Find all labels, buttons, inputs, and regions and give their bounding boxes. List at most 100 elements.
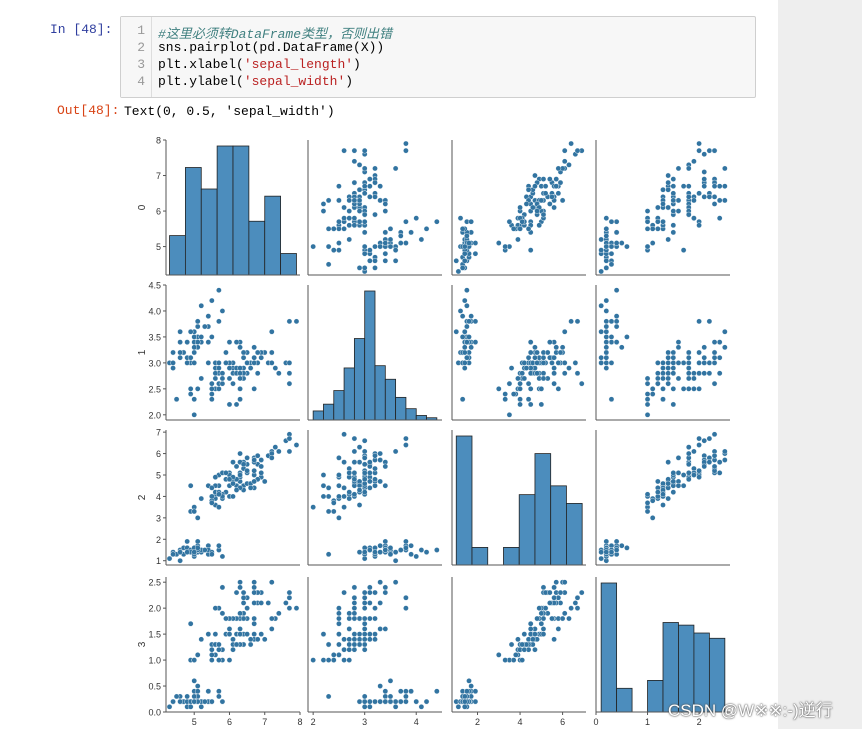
scatter-point <box>320 657 327 663</box>
scatter-point <box>251 615 257 622</box>
y-tick-label: 3 <box>156 513 161 523</box>
code-line: plt.xlabel('sepal_length') <box>158 57 361 72</box>
scatter-point <box>367 459 373 465</box>
scatter-point <box>701 169 708 175</box>
code-string: 'sepal_length' <box>243 57 354 72</box>
scatter-point <box>574 147 581 154</box>
scatter-point <box>351 584 358 591</box>
histogram-bar <box>200 188 218 276</box>
scatter-point <box>219 375 226 382</box>
scatter-point <box>685 354 692 361</box>
scatter-point <box>336 482 342 489</box>
x-tick-label: 0 <box>593 717 598 727</box>
scatter-point <box>330 226 337 232</box>
scatter-point <box>377 243 383 250</box>
scatter-point <box>254 349 261 356</box>
scatter-point <box>403 688 409 695</box>
scatter-point <box>540 615 547 622</box>
scatter-point <box>660 502 666 508</box>
scatter-point <box>356 162 363 168</box>
scatter-point <box>649 391 656 397</box>
scatter-point <box>461 365 468 371</box>
scatter-point <box>670 360 677 366</box>
scatter-point <box>310 243 316 250</box>
scatter-point <box>517 396 523 403</box>
scatter-point <box>194 386 201 392</box>
scatter-point <box>226 339 233 345</box>
x-tick-label: 4 <box>414 717 419 727</box>
scatter-point <box>392 704 399 710</box>
scatter-point <box>310 504 316 510</box>
scatter-point <box>711 354 718 361</box>
scatter-point <box>351 158 358 165</box>
scatter-point <box>572 600 579 606</box>
scatter-point <box>598 354 604 361</box>
scatter-point <box>540 626 547 632</box>
scatter-point <box>247 485 254 491</box>
scatter-point <box>351 435 358 442</box>
scatter-point <box>367 589 373 596</box>
scatter-point <box>351 448 358 455</box>
scatter-point <box>685 183 692 189</box>
scatter-point <box>268 579 275 585</box>
scatter-point <box>644 208 651 214</box>
scatter-point <box>502 391 508 397</box>
scatter-point <box>336 218 342 225</box>
scatter-point <box>361 636 368 643</box>
code-editor[interactable]: 1 2 3 4 #这里必须转DataFrame类型，否则出错 sns.pairplot(… <box>120 16 756 98</box>
scatter-point <box>540 370 547 377</box>
scatter-point <box>258 463 265 470</box>
scatter-point <box>691 375 697 382</box>
scatter-point <box>191 693 198 700</box>
scatter-point <box>461 349 468 356</box>
histogram-bar <box>566 503 583 566</box>
code-line: #这里必须转DataFrame类型，否则出错 <box>158 23 392 42</box>
scatter-point <box>177 549 183 555</box>
scatter-point <box>356 641 363 648</box>
scatter-point <box>408 551 414 558</box>
scatter-point <box>372 549 378 555</box>
scatter-point <box>320 482 327 489</box>
scatter-point <box>691 197 697 204</box>
scatter-point <box>341 215 347 221</box>
scatter-point <box>655 204 661 211</box>
histogram-bar <box>323 403 335 421</box>
scatter-point <box>675 339 682 345</box>
scatter-point <box>325 508 332 515</box>
scatter-point <box>187 386 194 392</box>
scatter-point <box>675 470 682 476</box>
input-prompt: In [48]: <box>50 22 113 37</box>
scatter-point <box>320 472 327 478</box>
scatter-point <box>685 444 692 450</box>
scatter-point <box>624 334 630 340</box>
y-tick-label: 5 <box>156 471 161 481</box>
scatter-point <box>455 268 462 275</box>
scatter-point <box>219 553 226 560</box>
scatter-point <box>461 297 468 304</box>
line-number: 4 <box>137 74 145 89</box>
scatter-point <box>240 615 247 622</box>
scatter-point <box>660 375 666 382</box>
scatter-point <box>268 626 275 632</box>
scatter-point <box>361 476 368 483</box>
histogram-bar <box>264 195 282 276</box>
scatter-point <box>265 600 272 606</box>
scatter-point <box>276 370 282 377</box>
scatter-point <box>525 354 532 361</box>
scatter-point <box>351 605 358 611</box>
histogram-bar <box>550 485 567 566</box>
scatter-point <box>711 360 718 366</box>
scatter-point <box>382 547 389 553</box>
scatter-point <box>361 698 368 705</box>
scatter-point <box>542 605 549 611</box>
scatter-point <box>351 631 358 637</box>
scatter-point <box>680 386 687 392</box>
scatter-point <box>351 197 358 204</box>
scatter-point <box>251 360 257 366</box>
scatter-point <box>680 482 687 489</box>
scatter-point <box>367 631 373 637</box>
scatter-point <box>551 594 557 601</box>
scatter-point <box>346 626 353 632</box>
scatter-point <box>603 538 610 545</box>
scatter-point <box>527 401 534 408</box>
